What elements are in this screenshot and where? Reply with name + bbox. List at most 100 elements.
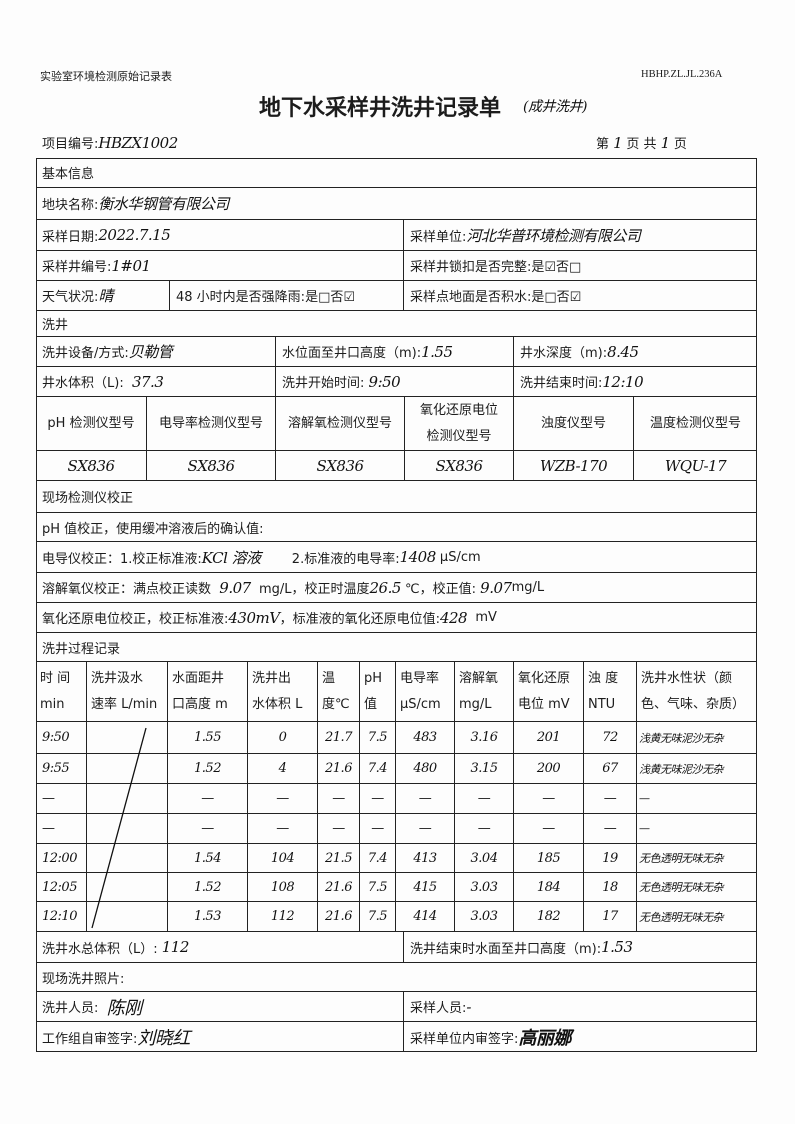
process-cell: 21.6 — [318, 902, 360, 931]
process-cell — [87, 722, 168, 753]
process-cell: 21.5 — [318, 844, 360, 872]
well-no-row: 采样井编号: 1#01 采样井锁扣是否完整: 是☑否□ — [36, 251, 757, 281]
orp-calib-row: 氧化还原电位校正，校正标准液: 430mV ，标准液的氧化还原电位值: 428 mV — [36, 603, 757, 633]
cond-std: KCl 溶液 — [201, 548, 261, 567]
unit-label: 采样单位: — [410, 229, 467, 245]
cond-calib-row: 电导仪校正：1.校正标准液: KCl 溶液 2.标准液的电导率: 1408 μS/cm — [36, 542, 757, 573]
process-cell: 12:10 — [36, 902, 87, 931]
form-frame — [36, 158, 757, 1052]
process-cell: 0 — [248, 722, 318, 753]
do-value: 9.07 — [480, 578, 512, 597]
process-header-text: 度℃ — [322, 696, 350, 712]
form-code: HBHP.ZL.JL.236A — [641, 69, 723, 80]
process-cell: 4 — [248, 754, 318, 783]
process-cell: 21.7 — [318, 722, 360, 753]
instrument-header-row: pH 检测仪型号 电导率检测仪型号 溶解氧检测仪型号 氧化还原电位 检测仪型号 浊度仪型号… — [36, 397, 757, 451]
process-cell: 7.5 — [360, 722, 396, 753]
instrument-header: 溶解氧检测仪型号 — [276, 397, 405, 450]
end-level-value: 1.53 — [601, 938, 633, 956]
equip-label: 洗井设备/方式: — [42, 346, 129, 361]
end-field: 洗井结束时间: 12:10 — [514, 367, 757, 396]
process-header-text: 时 间 — [40, 670, 71, 686]
process-cell: 200 — [514, 754, 584, 783]
process-column-header: 时 间 min — [36, 662, 87, 721]
instrument-header-text: 溶解氧检测仪型号 — [287, 415, 392, 431]
washer-label: 洗井人员: — [42, 1001, 99, 1016]
process-cell: — — [360, 814, 396, 843]
process-cell: — — [36, 814, 87, 843]
process-cell: 413 — [396, 844, 455, 872]
process-column-header: 洗井汲水 速率 L/min — [87, 662, 168, 721]
process-cell: 182 — [514, 902, 584, 931]
instrument-model: SX836 — [147, 451, 276, 480]
process-cell: 18 — [584, 873, 637, 901]
do-label3: ℃，校正值: — [405, 582, 477, 597]
instrument-header-text: 电导率检测仪型号 — [158, 415, 263, 431]
process-header-text: NTU — [588, 696, 616, 712]
process-header-text: min — [40, 696, 65, 712]
unit-value: 河北华普环境检测有限公司 — [466, 226, 641, 245]
process-header-text: mg/L — [459, 696, 492, 712]
staff-row: 洗井人员: 陈刚 采样人员: - — [36, 992, 757, 1022]
well-no-field: 采样井编号: 1#01 — [36, 251, 404, 280]
process-cell: — — [318, 814, 360, 843]
volume-field: 井水体积（L): 37.3 — [36, 367, 276, 396]
start-field: 洗井开始时间: 9:50 — [276, 367, 514, 396]
form-category: 实验室环境检测原始记录表 — [40, 70, 172, 83]
instrument-header-text: pH 检测仪型号 — [47, 415, 135, 431]
process-header-text: 浊 度 — [588, 670, 619, 686]
process-cell: 无色透明无味无杂 — [639, 852, 724, 865]
process-cell: 1.52 — [168, 754, 248, 783]
orp-unit: mV — [475, 610, 497, 625]
orp-std: 430mV — [228, 608, 280, 627]
process-column-header: pH 值 — [360, 662, 396, 721]
process-cell: — — [318, 784, 360, 813]
process-header-text: 洗井水性状（颜 — [641, 670, 733, 686]
ponding-checkbox: 是□否☑ — [531, 290, 582, 305]
instrument-header-text: 检测仪型号 — [426, 428, 492, 444]
water-level-field: 水位面至井口高度（m): 1.55 — [276, 337, 514, 366]
plot-value: 衡水华钢管有限公司 — [98, 195, 229, 213]
process-header-text: 电位 mV — [518, 696, 570, 712]
plot-field: 地块名称: 衡水华钢管有限公司 — [36, 188, 757, 219]
process-cell: 7.5 — [360, 873, 396, 901]
sampler-field: 采样人员: - — [404, 992, 757, 1021]
process-header-text: 溶解氧 — [459, 670, 499, 686]
water-level-label: 水位面至井口高度（m): — [282, 346, 422, 361]
process-cell: 12:05 — [36, 873, 87, 901]
process-header-text: 色、气味、杂质） — [641, 696, 746, 712]
date-row: 采样日期: 2022.7.15 采样单位: 河北华普环境检测有限公司 — [36, 220, 757, 251]
process-column-header: 溶解氧 mg/L — [455, 662, 514, 721]
process-cell: 414 — [396, 902, 455, 931]
process-cell: 201 — [514, 722, 584, 753]
equip-field: 洗井设备/方式: 贝勒管 — [36, 337, 276, 366]
ph-calib-row: pH 值校正，使用缓冲溶液后的确认值: — [36, 513, 757, 542]
process-cell: 3.16 — [455, 722, 514, 753]
cond-label1: 电导仪校正：1.校正标准液: — [42, 551, 202, 567]
end-level-label: 洗井结束时水面至井口高度（m): — [410, 941, 602, 957]
process-cell: 3.04 — [455, 844, 514, 872]
process-cell: 19 — [584, 844, 637, 872]
end-value: 12:10 — [602, 372, 644, 391]
instrument-header: 电导率检测仪型号 — [147, 397, 276, 450]
process-section-row: 洗井过程记录 — [36, 633, 757, 662]
start-label: 洗井开始时间: — [282, 376, 365, 391]
process-cell: 17 — [584, 902, 637, 931]
cond-value: 1408 — [399, 548, 437, 566]
process-header-text: 值 — [364, 696, 378, 712]
page-total: 1 — [660, 134, 671, 152]
process-cell: 67 — [584, 754, 637, 783]
orp-value: 428 — [439, 608, 468, 627]
instrument-model: SX836 — [36, 451, 147, 480]
water-level-value: 1.55 — [421, 342, 453, 361]
process-cell — [87, 754, 168, 783]
process-cell: — — [36, 784, 87, 813]
sampler-value: - — [466, 997, 471, 1016]
cond-label2: 2.标准液的电导率: — [291, 551, 400, 567]
process-cell: 1.55 — [168, 722, 248, 753]
process-cell: — — [639, 792, 650, 805]
process-header-text: 温 — [322, 670, 336, 686]
process-cell: — — [396, 784, 455, 813]
process-header-text: μS/cm — [400, 696, 441, 712]
process-cell: 9:55 — [36, 754, 87, 783]
